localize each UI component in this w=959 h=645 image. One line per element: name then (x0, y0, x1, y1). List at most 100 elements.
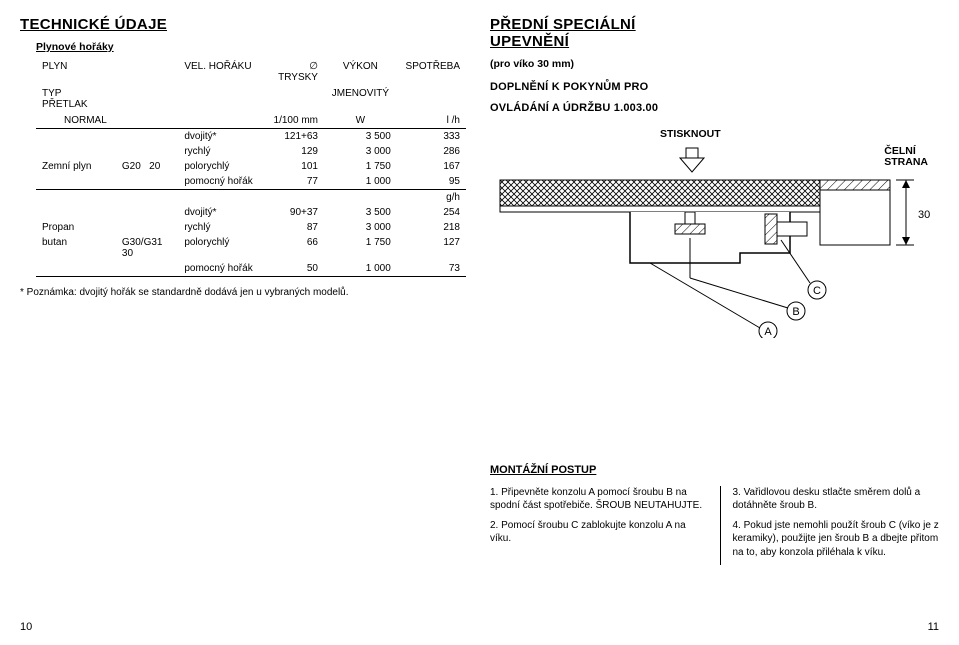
nozzle-cell: 50 (262, 261, 324, 277)
burner-cell: dvojitý* (178, 205, 261, 220)
diagram-svg: 30 C B (490, 128, 930, 338)
cons-cell: 218 (397, 220, 466, 235)
montaz-title: MONTÁŽNÍ POSTUP (490, 464, 950, 476)
gas2-name-l2: butan (36, 235, 116, 261)
gas1-row: rychlý 129 3 000 286 (36, 144, 466, 159)
letter-C: C (813, 285, 821, 297)
label-stisknout: STISKNOUT (660, 128, 721, 140)
cons-cell: 254 (397, 205, 466, 220)
cons-cell: 73 (397, 261, 466, 277)
gas2-row: dvojitý* 90+37 3 500 254 (36, 205, 466, 220)
power-cell: 3 500 (324, 205, 397, 220)
leader-B: B (690, 278, 805, 320)
burner-cell: polorychlý (178, 235, 261, 261)
viko-note: (pro víko 30 mm) (490, 58, 939, 70)
col-trysky-unit: 1/100 mm (262, 113, 324, 129)
power-cell: 1 750 (324, 159, 397, 174)
col-typ: TYP (42, 88, 61, 99)
power-cell: 3 000 (324, 220, 397, 235)
dim-30: 30 (896, 180, 930, 245)
cons-cell: 95 (397, 174, 466, 190)
mounting-diagram: STISKNOUT ČELNÍ STRANA (490, 128, 930, 338)
nozzle-cell: 129 (262, 144, 324, 159)
supplement-l2: OVLÁDÁNÍ A ÚDRŽBU 1.003.00 (490, 101, 939, 116)
right-page: PŘEDNÍ SPECIÁLNÍ UPEVNĚNÍ (pro víko 30 m… (480, 0, 959, 645)
col-spotreba-unit-lh: l /h (397, 113, 466, 129)
power-cell: 1 000 (324, 261, 397, 277)
gh-unit-row: g/h (36, 190, 466, 206)
letter-B: B (792, 306, 799, 318)
arrow-down-icon (680, 148, 704, 172)
montaz-divider (720, 486, 721, 566)
page-number-left: 10 (20, 621, 32, 633)
montaz-cols: 1. Připevněte konzolu A pomocí šroubu B … (490, 486, 950, 566)
burners-heading: Plynové hořáky (36, 41, 470, 53)
supplement-l1: DOPLNĚNÍ K POKYNŮM PRO (490, 80, 939, 95)
burner-cell: pomocný hořák (178, 174, 261, 190)
header-row-3: NORMAL 1/100 mm W l /h (36, 113, 466, 129)
gas2-row: pomocný hořák 50 1 000 73 (36, 261, 466, 277)
nozzle-cell: 101 (262, 159, 324, 174)
cons-cell: 167 (397, 159, 466, 174)
col-pretlak: PŘETLAK (42, 99, 88, 110)
col-spotreba: SPOTŘEBA (397, 59, 466, 86)
gas1-type: G20 (122, 161, 141, 172)
tech-title: TECHNICKÉ ÚDAJE (20, 16, 470, 33)
cons-cell: 127 (397, 235, 466, 261)
montaz-col-right: 3. Vařidlovou desku stlačte směrem dolů … (733, 486, 951, 566)
gas2-row: butan G30/G31 30 polorychlý 66 1 750 127 (36, 235, 466, 261)
gas1-row: dvojitý* 121+63 3 500 333 (36, 129, 466, 145)
right-title-l2: UPEVNĚNÍ (490, 33, 939, 50)
col-vykon-unit: W (324, 113, 397, 129)
burner-cell: rychlý (178, 220, 261, 235)
gas2-row: Propan rychlý 87 3 000 218 (36, 220, 466, 235)
nozzle-cell: 90+37 (262, 205, 324, 220)
dim-30-text: 30 (918, 209, 930, 221)
gas2-pressure: 30 (122, 248, 133, 259)
power-cell: 1 000 (324, 174, 397, 190)
right-title-l1: PŘEDNÍ SPECIÁLNÍ (490, 16, 939, 33)
col-vykon: VÝKON (324, 59, 397, 86)
nozzle-cell: 87 (262, 220, 324, 235)
label-celni-l1: ČELNÍ (884, 145, 916, 157)
nozzle-cell: 66 (262, 235, 324, 261)
montaz-block: MONTÁŽNÍ POSTUP 1. Připevněte konzolu A … (490, 464, 950, 566)
gas1-name: Zemní plyn (42, 161, 91, 172)
gas2-name-l1: Propan (36, 220, 116, 235)
col-spotreba-unit-gh: g/h (397, 190, 466, 206)
burner-cell: polorychlý (178, 159, 261, 174)
gas1-row: pomocný hořák 77 1 000 95 (36, 174, 466, 190)
left-page: TECHNICKÉ ÚDAJE Plynové hořáky PLYN VEL.… (0, 0, 480, 645)
leader-A: A (650, 263, 777, 338)
gas-table: PLYN VEL. HOŘÁKU ∅ TRYSKY VÝKON SPOTŘEBA… (36, 59, 466, 277)
montaz-col-left: 1. Připevněte konzolu A pomocí šroubu B … (490, 486, 708, 566)
power-cell: 3 000 (324, 144, 397, 159)
montaz-step-1: 1. Připevněte konzolu A pomocí šroubu B … (490, 486, 708, 513)
label-celni-l2: STRANA (884, 156, 928, 168)
cons-cell: 333 (397, 129, 466, 145)
header-row-1: PLYN VEL. HOŘÁKU ∅ TRYSKY VÝKON SPOTŘEBA (36, 59, 466, 86)
burner-cell: dvojitý* (178, 129, 261, 145)
col-vel-horaku: VEL. HOŘÁKU (178, 59, 261, 86)
label-celni: ČELNÍ STRANA (884, 146, 928, 169)
montaz-step-2: 2. Pomocí šroubu C zablokujte konzolu A … (490, 519, 708, 546)
power-cell: 3 500 (324, 129, 397, 145)
col-plyn: PLYN (36, 59, 116, 86)
cons-cell: 286 (397, 144, 466, 159)
gas1-pressure: 20 (149, 161, 160, 172)
col-jmenovity: JMENOVITÝ (324, 86, 397, 113)
gas1-row: Zemní plyn G20 20 polorychlý 101 1 750 1… (36, 159, 466, 174)
col-trysky: ∅ TRYSKY (262, 59, 324, 86)
gas2-type: G30/G31 (122, 237, 163, 248)
montaz-step-3: 3. Vařidlovou desku stlačte směrem dolů … (733, 486, 951, 513)
footnote: * Poznámka: dvojitý hořák se standardně … (20, 287, 470, 298)
page-number-right: 11 (928, 621, 939, 633)
nozzle-cell: 77 (262, 174, 324, 190)
montaz-step-4: 4. Pokud jste nemohli použít šroub C (ví… (733, 519, 951, 560)
nozzle-cell: 121+63 (262, 129, 324, 145)
burners-block: Plynové hořáky PLYN VEL. HOŘÁKU ∅ TRYSKY… (36, 41, 470, 277)
letter-A: A (764, 326, 772, 338)
power-cell: 1 750 (324, 235, 397, 261)
burner-cell: pomocný hořák (178, 261, 261, 277)
header-row-2: TYP PŘETLAK JMENOVITÝ (36, 86, 466, 113)
